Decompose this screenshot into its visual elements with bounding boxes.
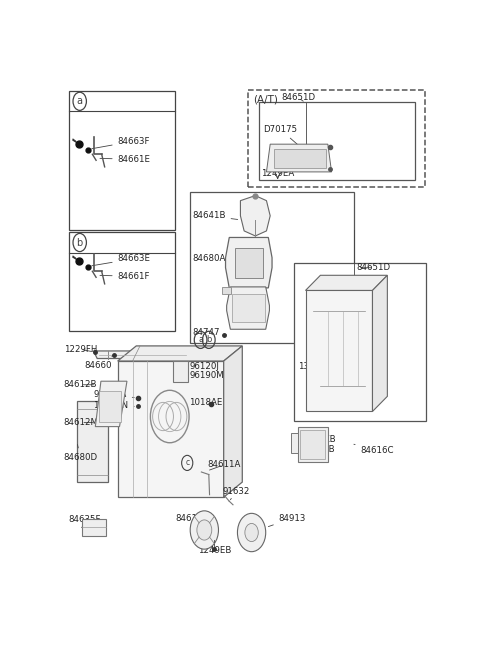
- Circle shape: [190, 511, 218, 549]
- Text: 91632: 91632: [223, 487, 250, 500]
- Text: 84661E: 84661E: [100, 155, 151, 164]
- Text: 84612M: 84612M: [64, 418, 99, 427]
- Text: D70175: D70175: [263, 124, 300, 146]
- Polygon shape: [77, 402, 108, 482]
- Text: 84747: 84747: [192, 328, 226, 337]
- Text: 1018AE: 1018AE: [190, 398, 223, 407]
- Bar: [82, 519, 106, 536]
- Bar: [300, 430, 325, 459]
- Text: 84661F: 84661F: [100, 272, 150, 281]
- Text: 84611A: 84611A: [207, 460, 240, 470]
- Text: b: b: [77, 238, 83, 248]
- Bar: [222, 287, 231, 294]
- Text: 84663F: 84663F: [92, 137, 150, 149]
- Text: 84612B: 84612B: [64, 381, 97, 389]
- Text: 1125DN: 1125DN: [94, 401, 134, 410]
- Text: 1249EA: 1249EA: [261, 169, 294, 178]
- Bar: [69, 233, 175, 331]
- Text: a: a: [77, 96, 83, 106]
- Text: 84663E: 84663E: [92, 254, 151, 266]
- Polygon shape: [118, 346, 242, 361]
- Bar: [305, 290, 372, 411]
- Polygon shape: [94, 351, 198, 358]
- Text: 84611: 84611: [313, 335, 340, 345]
- Text: 1229FH: 1229FH: [64, 345, 97, 354]
- Text: 84635F: 84635F: [68, 515, 101, 527]
- Text: 96190M: 96190M: [176, 371, 224, 380]
- Bar: [173, 361, 188, 383]
- Bar: [248, 90, 424, 187]
- Text: 84660: 84660: [84, 355, 114, 369]
- Circle shape: [245, 523, 258, 542]
- Polygon shape: [224, 346, 242, 497]
- Text: b: b: [206, 335, 212, 345]
- Bar: [232, 294, 265, 322]
- Circle shape: [238, 514, 266, 552]
- Text: 84680A: 84680A: [192, 253, 229, 263]
- Text: 96120J: 96120J: [176, 362, 219, 371]
- Bar: [99, 391, 121, 422]
- Text: 84616C: 84616C: [354, 444, 394, 455]
- Polygon shape: [226, 238, 272, 288]
- Polygon shape: [266, 144, 332, 172]
- Bar: [118, 361, 224, 497]
- Text: 1125KB: 1125KB: [295, 435, 336, 443]
- Polygon shape: [372, 275, 387, 411]
- Polygon shape: [305, 275, 387, 290]
- Bar: [290, 433, 298, 453]
- Bar: [69, 91, 175, 230]
- Bar: [294, 263, 426, 421]
- Text: 84613M: 84613M: [175, 514, 210, 523]
- Polygon shape: [298, 426, 328, 462]
- Text: c: c: [185, 458, 189, 468]
- Bar: [190, 192, 354, 343]
- Text: 84651D: 84651D: [281, 93, 315, 102]
- Text: a: a: [198, 335, 203, 345]
- Polygon shape: [227, 287, 269, 329]
- Text: 84641B: 84641B: [192, 212, 238, 220]
- Text: 84651D: 84651D: [357, 263, 391, 272]
- Bar: [259, 102, 415, 181]
- Text: (A/T): (A/T): [253, 94, 278, 104]
- Polygon shape: [235, 248, 263, 278]
- Text: 1491LB: 1491LB: [298, 445, 335, 455]
- Polygon shape: [240, 196, 270, 236]
- Text: 95120A: 95120A: [94, 390, 134, 400]
- Bar: [274, 149, 326, 168]
- Text: 84680D: 84680D: [64, 445, 98, 462]
- Polygon shape: [96, 381, 127, 426]
- Text: 1249EB: 1249EB: [198, 546, 231, 555]
- Circle shape: [197, 520, 212, 540]
- Text: 1335CJ: 1335CJ: [298, 362, 329, 371]
- Text: 84913: 84913: [268, 514, 306, 527]
